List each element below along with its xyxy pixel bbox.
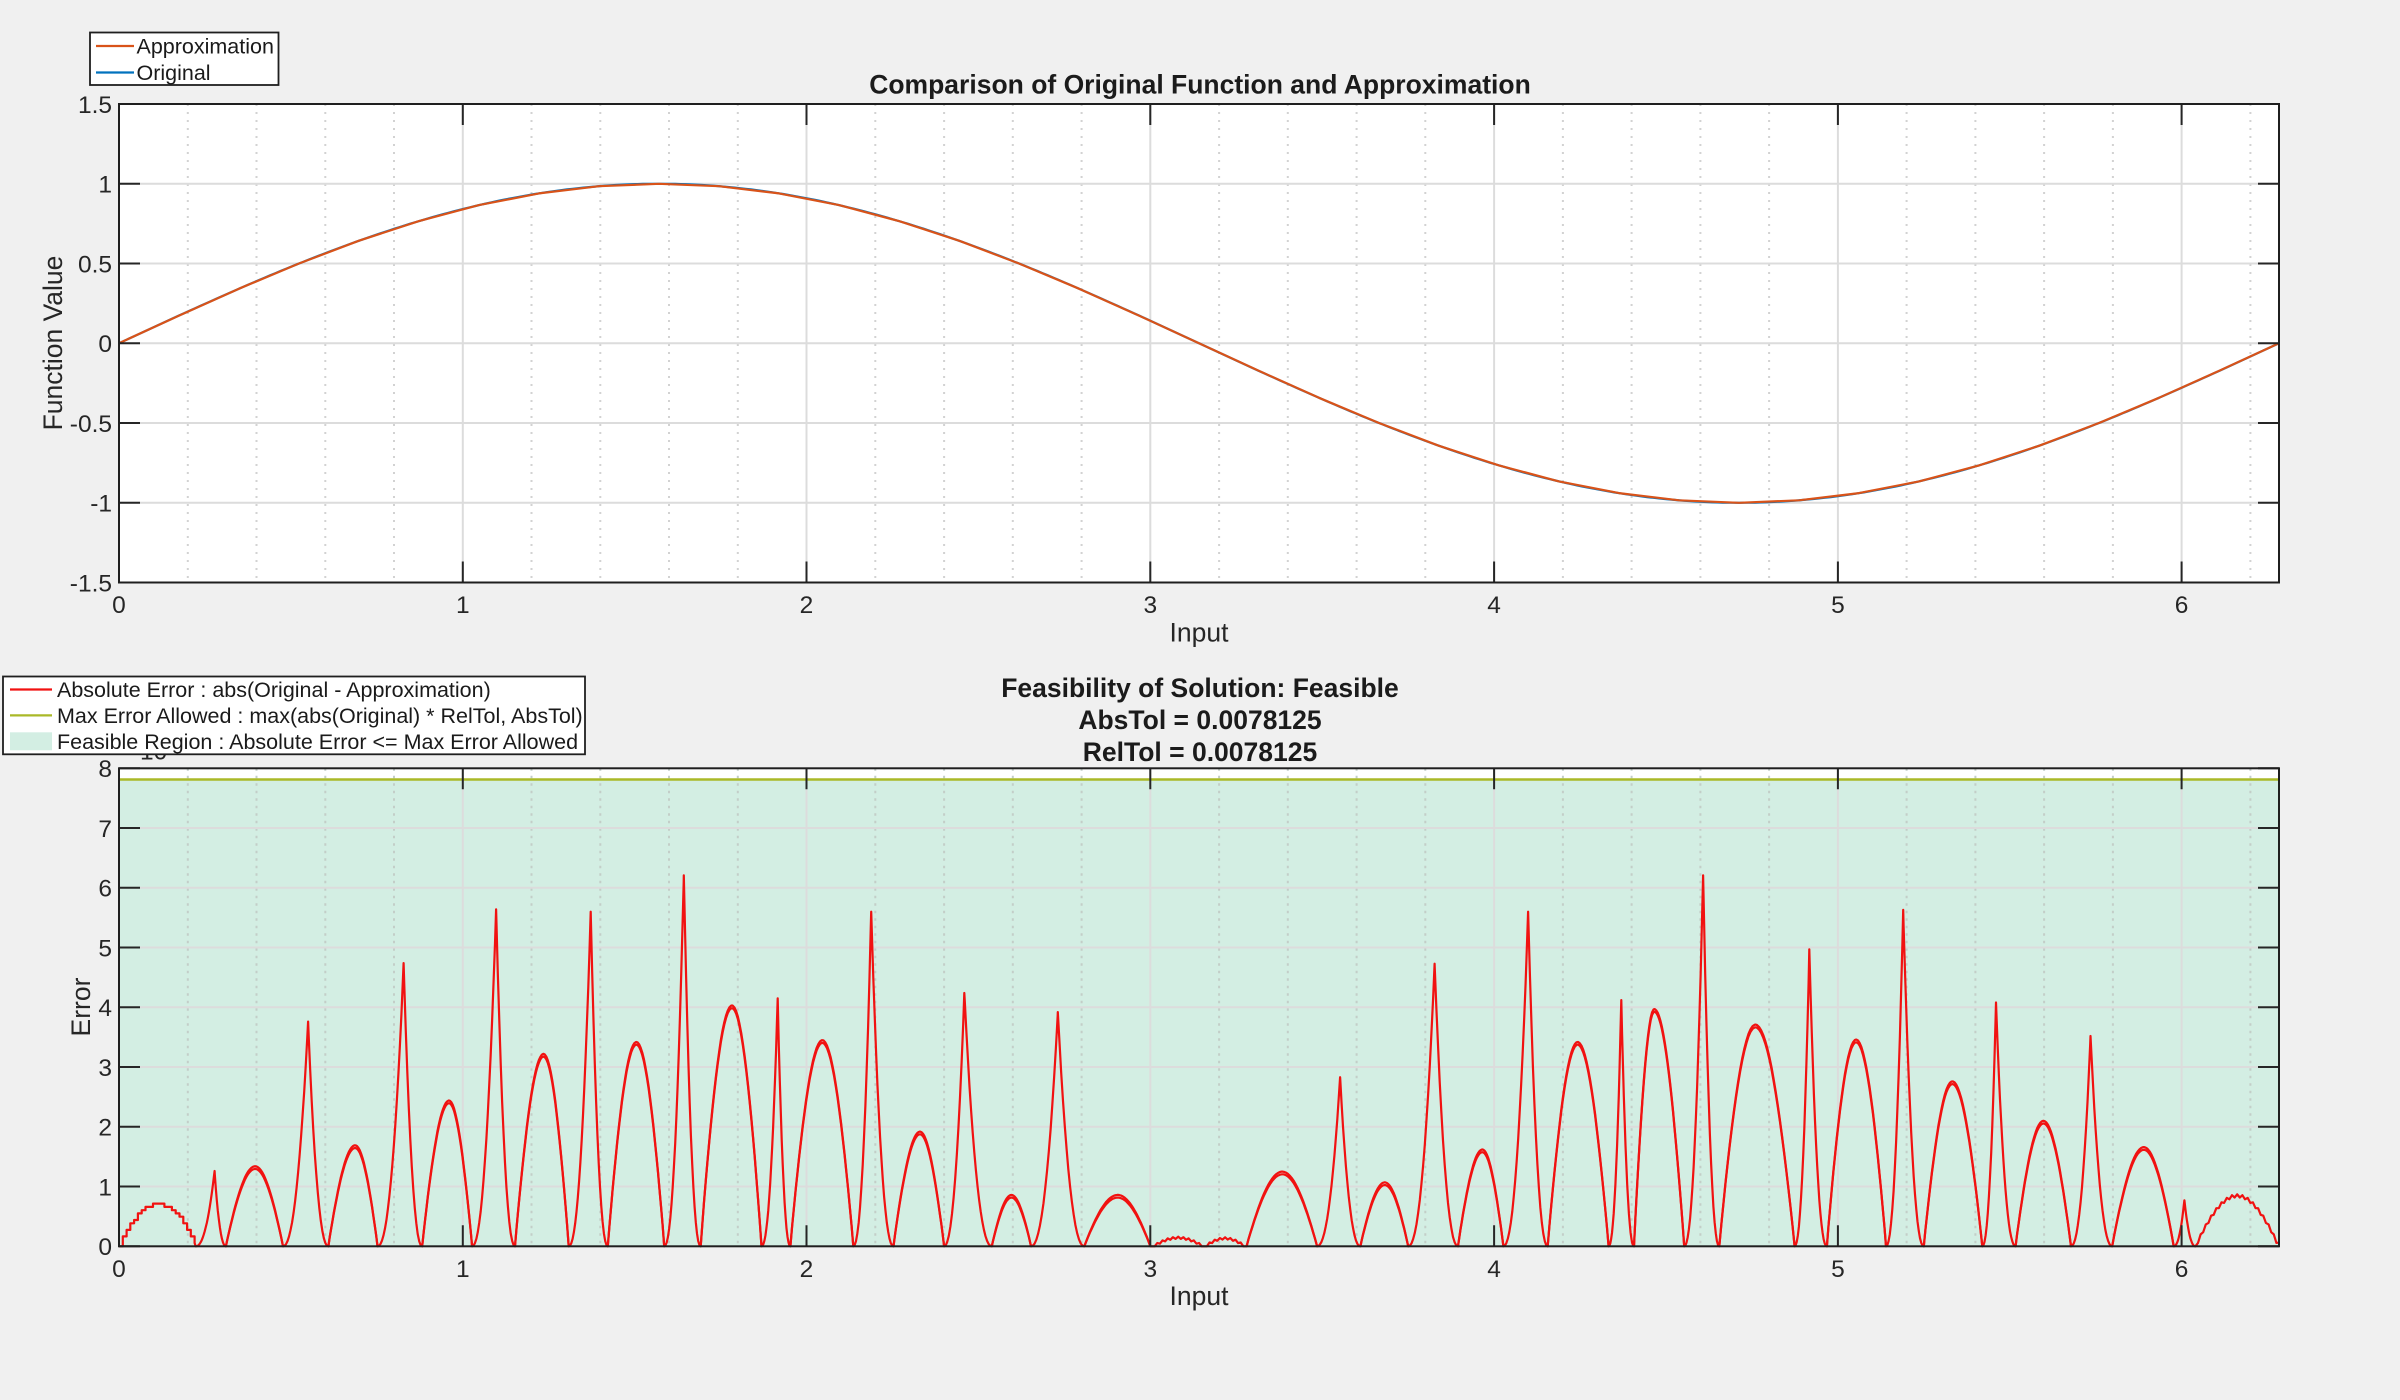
svg-text:RelTol = 0.0078125: RelTol = 0.0078125 [1083, 737, 1317, 767]
svg-text:-1: -1 [90, 491, 112, 518]
svg-text:1: 1 [456, 592, 470, 619]
svg-text:Absolute Error : abs(Original: Absolute Error : abs(Original - Approxim… [57, 678, 491, 702]
svg-text:5: 5 [98, 935, 112, 962]
svg-text:0.5: 0.5 [78, 251, 112, 278]
svg-text:Input: Input [1170, 618, 1230, 648]
svg-text:Approximation: Approximation [137, 35, 274, 59]
svg-text:Max Error Allowed : max(abs(Or: Max Error Allowed : max(abs(Original) * … [57, 704, 583, 728]
svg-text:Input: Input [1170, 1281, 1230, 1311]
svg-text:0: 0 [112, 1256, 126, 1283]
svg-text:1: 1 [456, 1256, 470, 1283]
svg-text:Error: Error [66, 977, 96, 1036]
svg-text:AbsTol = 0.0078125: AbsTol = 0.0078125 [1078, 705, 1321, 735]
svg-text:6: 6 [2175, 1256, 2189, 1283]
svg-text:Function Value: Function Value [38, 256, 68, 431]
svg-text:1: 1 [98, 1174, 112, 1201]
svg-text:-0.5: -0.5 [70, 411, 112, 438]
svg-text:1: 1 [98, 172, 112, 199]
svg-text:3: 3 [1143, 592, 1157, 619]
svg-text:8: 8 [98, 756, 112, 783]
svg-text:0: 0 [112, 592, 126, 619]
svg-text:0: 0 [98, 1234, 112, 1261]
svg-text:2: 2 [98, 1115, 112, 1142]
svg-text:6: 6 [98, 876, 112, 903]
svg-text:Comparison of Original Functio: Comparison of Original Function and Appr… [869, 70, 1531, 100]
svg-text:Feasible Region : Absolute Err: Feasible Region : Absolute Error <= Max … [57, 730, 578, 754]
svg-text:Feasibility of Solution: Feasi: Feasibility of Solution: Feasible [1001, 673, 1399, 703]
svg-text:2: 2 [800, 1256, 814, 1283]
svg-text:2: 2 [800, 592, 814, 619]
svg-text:5: 5 [1831, 592, 1845, 619]
svg-text:4: 4 [1487, 592, 1501, 619]
svg-text:7: 7 [98, 816, 112, 843]
svg-text:1.5: 1.5 [78, 92, 112, 119]
svg-text:5: 5 [1831, 1256, 1845, 1283]
svg-text:4: 4 [1487, 1256, 1501, 1283]
svg-text:-1.5: -1.5 [70, 570, 112, 597]
svg-text:3: 3 [1143, 1256, 1157, 1283]
svg-text:0: 0 [98, 331, 112, 358]
svg-text:Original: Original [137, 61, 211, 85]
svg-text:3: 3 [98, 1055, 112, 1082]
svg-text:4: 4 [98, 995, 112, 1022]
svg-text:6: 6 [2175, 592, 2189, 619]
